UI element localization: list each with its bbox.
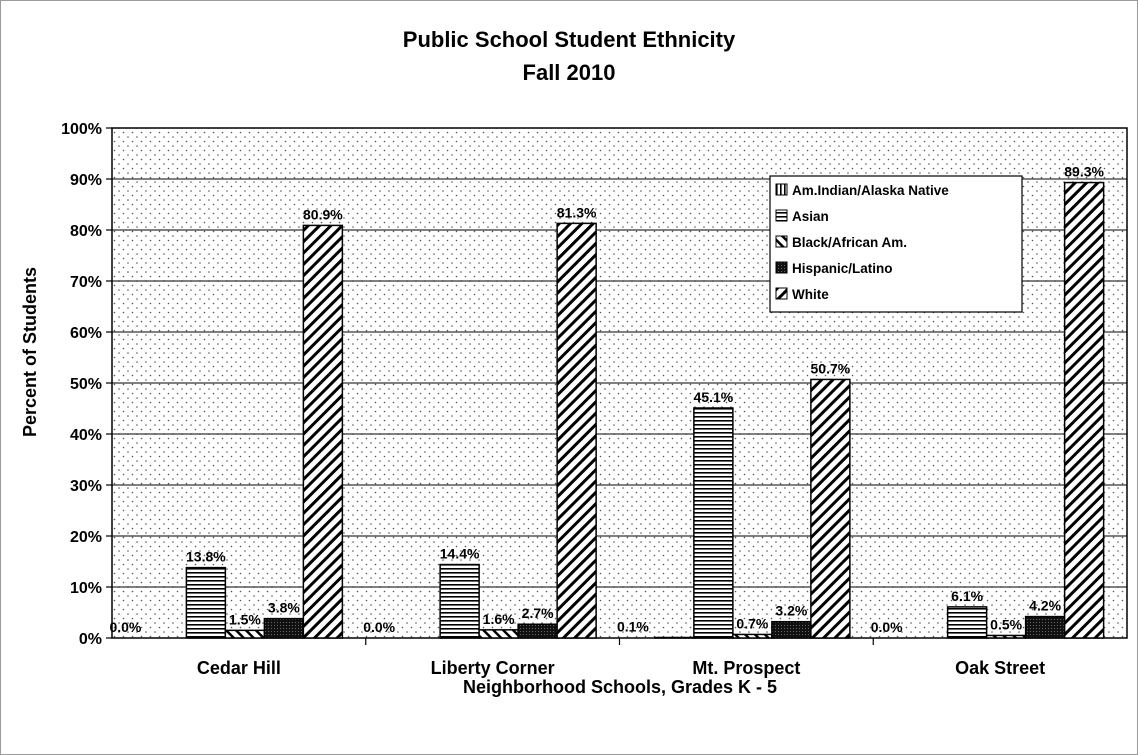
- legend: Am.Indian/Alaska Native Asian Black/Africa…: [769, 175, 1023, 313]
- data-label: 0.5%: [990, 616, 1022, 632]
- data-label: 81.3%: [557, 204, 597, 220]
- legend-swatch: [775, 261, 788, 274]
- legend-swatch: [775, 287, 788, 300]
- data-label: 13.8%: [186, 549, 226, 565]
- bar: [810, 378, 851, 639]
- data-label: 3.2%: [775, 603, 807, 619]
- legend-label: Am.Indian/Alaska Native: [792, 183, 949, 198]
- legend-box: [769, 175, 1023, 313]
- bar: [693, 407, 734, 639]
- bar: [556, 222, 597, 639]
- bar: [517, 623, 558, 639]
- bar: [1024, 615, 1066, 639]
- data-label: 1.6%: [483, 611, 515, 627]
- bar: [985, 634, 1027, 639]
- legend-label: Asian: [792, 209, 829, 224]
- x-category-label: Oak Street: [955, 658, 1045, 678]
- bar: [732, 633, 773, 639]
- data-label: 0.1%: [617, 618, 649, 634]
- legend-swatch: [775, 183, 788, 196]
- y-tick-label: 30%: [70, 478, 102, 495]
- bar: [478, 629, 519, 639]
- legend-label: Hispanic/Latino: [792, 261, 893, 276]
- data-label: 4.2%: [1029, 598, 1061, 614]
- data-label: 0.7%: [736, 615, 768, 631]
- data-label: 89.3%: [1064, 164, 1104, 180]
- y-tick-label: 100%: [61, 121, 102, 138]
- y-tick-label: 10%: [70, 580, 102, 597]
- data-label: 0.0%: [363, 619, 395, 635]
- y-tick-label: 90%: [70, 172, 102, 189]
- y-tick-label: 0%: [79, 631, 102, 648]
- legend-swatch: [775, 235, 788, 248]
- x-category-label: Mt. Prospect: [692, 658, 800, 678]
- legend-label: White: [792, 287, 829, 302]
- data-label: 80.9%: [303, 206, 343, 222]
- data-label: 1.5%: [229, 611, 261, 627]
- legend-swatch: [775, 209, 788, 222]
- data-label: 3.8%: [268, 600, 300, 616]
- legend-label: Black/African Am.: [792, 235, 907, 250]
- bar: [654, 636, 695, 639]
- data-label: 0.0%: [109, 619, 141, 635]
- y-tick-label: 20%: [70, 529, 102, 546]
- bar: [439, 563, 480, 639]
- x-axis-title: Neighborhood Schools, Grades K - 5: [463, 677, 777, 697]
- bar: [302, 224, 344, 639]
- bar: [1063, 181, 1105, 639]
- data-label: 14.4%: [440, 546, 480, 562]
- y-tick-label: 50%: [70, 376, 102, 393]
- data-label: 50.7%: [811, 360, 851, 376]
- bar: [771, 620, 812, 639]
- x-category-label: Liberty Corner: [431, 658, 555, 678]
- y-tick-label: 40%: [70, 427, 102, 444]
- x-category-label: Cedar Hill: [197, 658, 281, 678]
- y-tick-label: 80%: [70, 223, 102, 240]
- y-axis-title: Percent of Students: [20, 267, 40, 437]
- data-label: 45.1%: [694, 389, 734, 405]
- bar: [185, 566, 227, 639]
- data-label: 0.0%: [871, 619, 903, 635]
- bar: [946, 606, 988, 639]
- data-label: 2.7%: [522, 605, 554, 621]
- y-tick-label: 70%: [70, 274, 102, 291]
- bar: [263, 617, 305, 639]
- chart-subtitle: Fall 2010: [523, 60, 616, 85]
- data-label: 6.1%: [951, 588, 983, 604]
- bar: [224, 629, 266, 639]
- y-tick-label: 60%: [70, 325, 102, 342]
- chart-title: Public School Student Ethnicity: [403, 27, 736, 52]
